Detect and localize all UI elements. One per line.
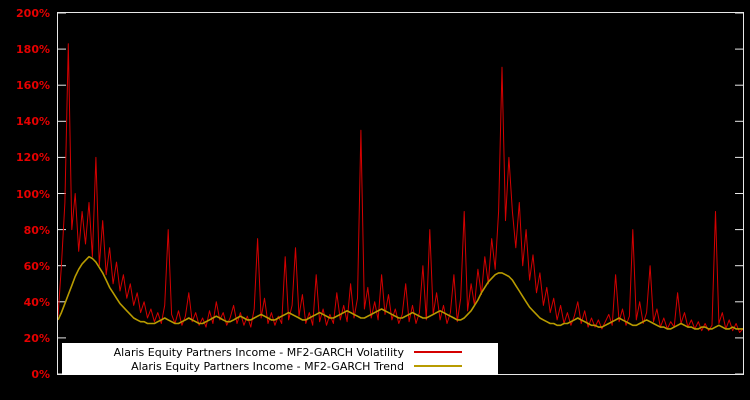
y-axis-label: 0% — [31, 368, 50, 381]
legend-line-sample — [414, 365, 462, 367]
y-axis-label: 120% — [16, 151, 50, 165]
chart-canvas — [58, 13, 743, 374]
legend-row-trend: Alaris Equity Partners Income - MF2-GARC… — [62, 359, 498, 373]
trend-line — [58, 255, 743, 330]
plot-area — [57, 12, 744, 375]
volatility-line — [58, 43, 743, 333]
legend-label: Alaris Equity Partners Income - MF2-GARC… — [131, 359, 404, 373]
legend-label: Alaris Equity Partners Income - MF2-GARC… — [113, 345, 404, 359]
legend-row-volatility: Alaris Equity Partners Income - MF2-GARC… — [62, 345, 498, 359]
legend: Alaris Equity Partners Income - MF2-GARC… — [62, 343, 498, 375]
y-axis-label: 100% — [16, 187, 50, 201]
y-axis-label: 80% — [23, 223, 50, 237]
y-axis-label: 180% — [16, 43, 50, 57]
legend-line-sample — [414, 351, 462, 353]
y-axis-label: 200% — [16, 7, 50, 20]
y-axis-label: 20% — [23, 331, 50, 345]
y-axis-label: 160% — [16, 79, 50, 93]
y-axis-label: 60% — [23, 259, 50, 273]
y-axis-label: 40% — [23, 295, 50, 309]
y-axis-label: 140% — [16, 115, 50, 129]
